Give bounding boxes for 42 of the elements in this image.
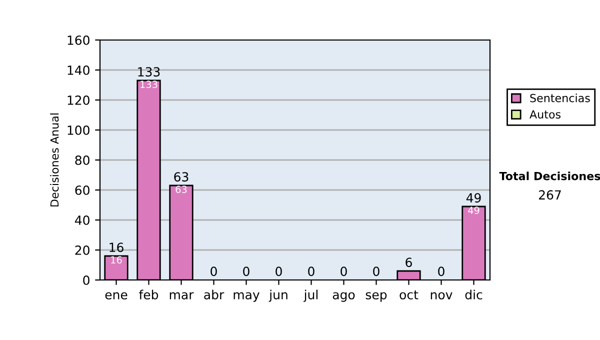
legend-label: Autos bbox=[530, 110, 561, 119]
total-label: 133 bbox=[138, 67, 160, 77]
total-label: 6 bbox=[406, 258, 412, 268]
total-label: 0 bbox=[373, 266, 380, 276]
x-tick-label: dic bbox=[465, 290, 482, 300]
text: 267 bbox=[538, 190, 561, 200]
total-label: 0 bbox=[276, 266, 282, 276]
y-tick-label: 100 bbox=[68, 125, 90, 135]
y-tick-label: 160 bbox=[68, 35, 90, 45]
legend-label: Sentencias bbox=[530, 94, 590, 102]
total-label: 0 bbox=[210, 266, 217, 276]
total-label: 0 bbox=[308, 266, 314, 276]
x-tick-label: ago bbox=[332, 292, 355, 302]
x-tick-label: mar bbox=[170, 292, 194, 300]
data-label: 133 bbox=[140, 80, 158, 88]
x-tick-label: jun bbox=[268, 290, 288, 302]
y-tick-label: 80 bbox=[75, 155, 90, 165]
x-tick-label: ene bbox=[105, 292, 128, 300]
x-tick-label: feb bbox=[139, 290, 158, 300]
y-axis-title: Decisiones Anual bbox=[50, 114, 59, 206]
total-label: 49 bbox=[466, 193, 481, 203]
x-tick-label: oct bbox=[400, 290, 418, 300]
x-tick-label: abr bbox=[204, 290, 224, 300]
y-tick-label: 20 bbox=[75, 245, 90, 255]
y-tick-label: 60 bbox=[75, 185, 90, 195]
data-label: 63 bbox=[176, 186, 187, 194]
y-tick-label: 140 bbox=[68, 65, 90, 75]
data-label: 16 bbox=[111, 256, 122, 264]
x-tick-label: jul bbox=[304, 290, 318, 302]
total-label: 16 bbox=[110, 242, 124, 252]
y-tick-label: 40 bbox=[74, 215, 90, 225]
y-tick-label: 0 bbox=[83, 275, 90, 285]
total-label: 0 bbox=[243, 266, 250, 276]
x-tick-label: sep bbox=[366, 292, 387, 302]
text: Total Decisiones bbox=[499, 172, 600, 180]
data-label: 49 bbox=[468, 206, 480, 214]
total-label: 0 bbox=[438, 266, 444, 276]
total-label: 63 bbox=[174, 172, 188, 182]
total-label: 0 bbox=[340, 266, 347, 276]
x-tick-label: nov bbox=[430, 292, 452, 300]
y-tick-label: 120 bbox=[68, 95, 90, 105]
x-tick-label: may bbox=[234, 292, 260, 302]
